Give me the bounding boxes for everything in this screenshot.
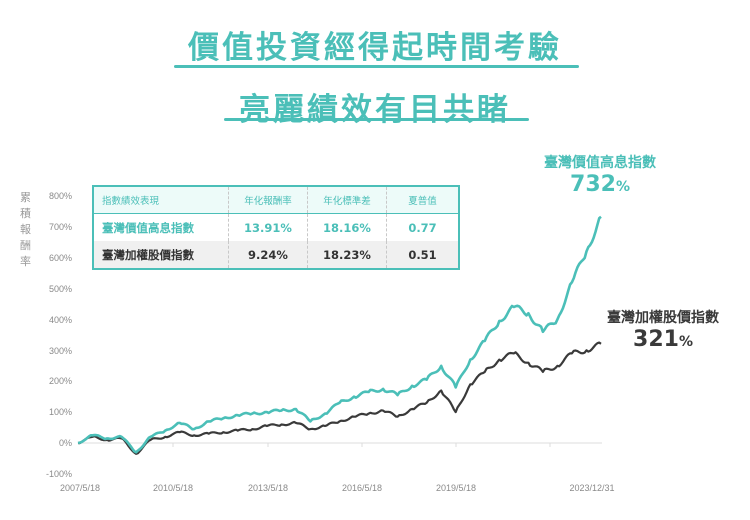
y-tick: 600%: [48, 253, 72, 263]
series1-value: 732: [570, 172, 616, 197]
title-line-1: 價值投資經得起時間考驗: [188, 30, 562, 66]
table-header-row: 指數績效表現 年化報酬率 年化標準差 夏普值: [93, 186, 459, 214]
y-tick: 300%: [48, 346, 72, 356]
series2-value: 321: [633, 327, 679, 352]
title-line-2: 亮麗績效有目共睹: [239, 92, 511, 128]
y-tick: 0%: [58, 438, 72, 448]
y-tick: 800%: [48, 191, 72, 201]
series2-unit: %: [678, 334, 693, 350]
y-tick: 700%: [48, 222, 72, 232]
series2-name: 臺灣加權股價指數: [607, 310, 719, 326]
y-axis-label: 累積報酬率: [20, 191, 31, 268]
table-header: 夏普值: [386, 186, 459, 214]
x-tick: 2016/5/18: [341, 483, 383, 493]
table-row: 臺灣價值高息指數 13.91% 18.16% 0.77: [93, 213, 459, 241]
row-name: 臺灣價值高息指數: [93, 213, 229, 241]
y-tick: 400%: [48, 315, 72, 325]
row-name: 臺灣加權股價指數: [93, 241, 229, 269]
y-tick: -100%: [45, 469, 72, 479]
series1-name: 臺灣價值高息指數: [544, 155, 656, 171]
series2-annotation: 臺灣加權股價指數 321%: [588, 307, 738, 352]
x-tick: 2010/5/18: [152, 483, 194, 493]
title-underline-2: [224, 118, 529, 121]
row-std: 18.23%: [307, 241, 387, 269]
y-tick: 200%: [48, 376, 72, 386]
table-header: 年化報酬率: [228, 186, 308, 214]
table-row: 臺灣加權股價指數 9.24% 18.23% 0.51: [93, 241, 459, 269]
row-std: 18.16%: [307, 213, 387, 241]
row-sharpe: 0.51: [386, 241, 459, 269]
series-taiex-line: [77, 341, 602, 455]
x-tick: 2007/5/18: [59, 483, 101, 493]
series-value-high-dividend-line: [77, 215, 602, 454]
row-sharpe: 0.77: [386, 213, 459, 241]
y-tick: 100%: [48, 407, 72, 417]
row-return: 13.91%: [228, 213, 308, 241]
series1-unit: %: [615, 179, 630, 195]
x-tick: 2023/12/31: [569, 483, 615, 493]
x-tick: 2013/5/18: [247, 483, 289, 493]
table-header: 年化標準差: [307, 186, 387, 214]
y-tick: 500%: [48, 284, 72, 294]
table-header: 指數績效表現: [93, 186, 229, 214]
x-tick: 2019/5/18: [435, 483, 477, 493]
row-return: 9.24%: [228, 241, 308, 269]
performance-table: 指數績效表現 年化報酬率 年化標準差 夏普值 臺灣價值高息指數 13.91% 1…: [92, 185, 460, 270]
title-underline-1: [174, 65, 579, 68]
series1-annotation: 臺灣價值高息指數 732%: [530, 152, 670, 197]
